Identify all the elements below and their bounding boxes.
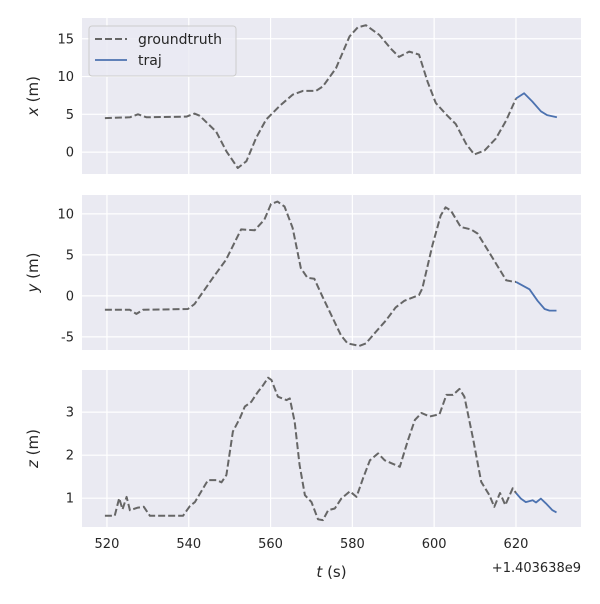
subplot-x: 0 5 10 15 x (m) groundtruth traj: [24, 18, 581, 174]
y-axis-label: x (m): [24, 76, 42, 117]
series-traj: [515, 492, 557, 514]
y-axis-label-var: z: [24, 459, 42, 469]
y-axis-label: y (m): [24, 253, 42, 294]
y-tick-label: 10: [57, 207, 74, 222]
y-axis-label-unit: (m): [24, 429, 42, 460]
x-tick-label: 580: [340, 537, 365, 552]
legend-label-groundtruth: groundtruth: [138, 32, 222, 48]
series-groundtruth: [104, 376, 517, 522]
y-axis-label-var: x: [24, 107, 42, 117]
y-tick-label: 15: [57, 32, 74, 47]
x-tick-label: 540: [176, 537, 201, 552]
y-tick-label: 2: [66, 449, 74, 464]
y-axis-label-unit: (m): [24, 76, 42, 107]
series-traj: [515, 281, 557, 312]
legend: groundtruth traj: [88, 25, 237, 77]
series-traj: [515, 92, 558, 119]
y-tick-label: 1: [66, 492, 74, 507]
y-tick-label: 0: [66, 289, 74, 304]
plot-area: [82, 195, 581, 350]
y-tick-label: 5: [66, 108, 74, 123]
y-tick-label: -5: [61, 330, 74, 345]
y-axis-label-unit: (m): [24, 253, 42, 284]
y-tick-label: 0: [66, 146, 74, 161]
x-tick-label: 560: [258, 537, 283, 552]
x-tick-label: 520: [95, 537, 120, 552]
x-tick-label: 620: [504, 537, 529, 552]
subplot-y: -5 0 5 10 y (m): [24, 195, 581, 350]
y-axis-label: z (m): [24, 429, 42, 469]
x-axis-label: t (s): [316, 563, 346, 581]
series-groundtruth: [104, 200, 516, 347]
x-tick-label: 600: [422, 537, 447, 552]
y-tick-label: 3: [66, 406, 74, 421]
subplot-z: 1 2 3 z (m) 520 540 560 580 600 620 t (s) +1.403638…: [24, 370, 581, 581]
x-axis-label-var: t: [316, 563, 323, 581]
series-groundtruth: [104, 24, 517, 169]
x-offset-text: +1.403638e9: [492, 561, 581, 576]
legend-label-traj: traj: [138, 53, 162, 69]
y-tick-label: 10: [57, 70, 74, 85]
y-tick-label: 5: [66, 248, 74, 263]
x-axis-label-unit: (s): [322, 563, 346, 581]
y-axis-label-var: y: [24, 282, 42, 293]
